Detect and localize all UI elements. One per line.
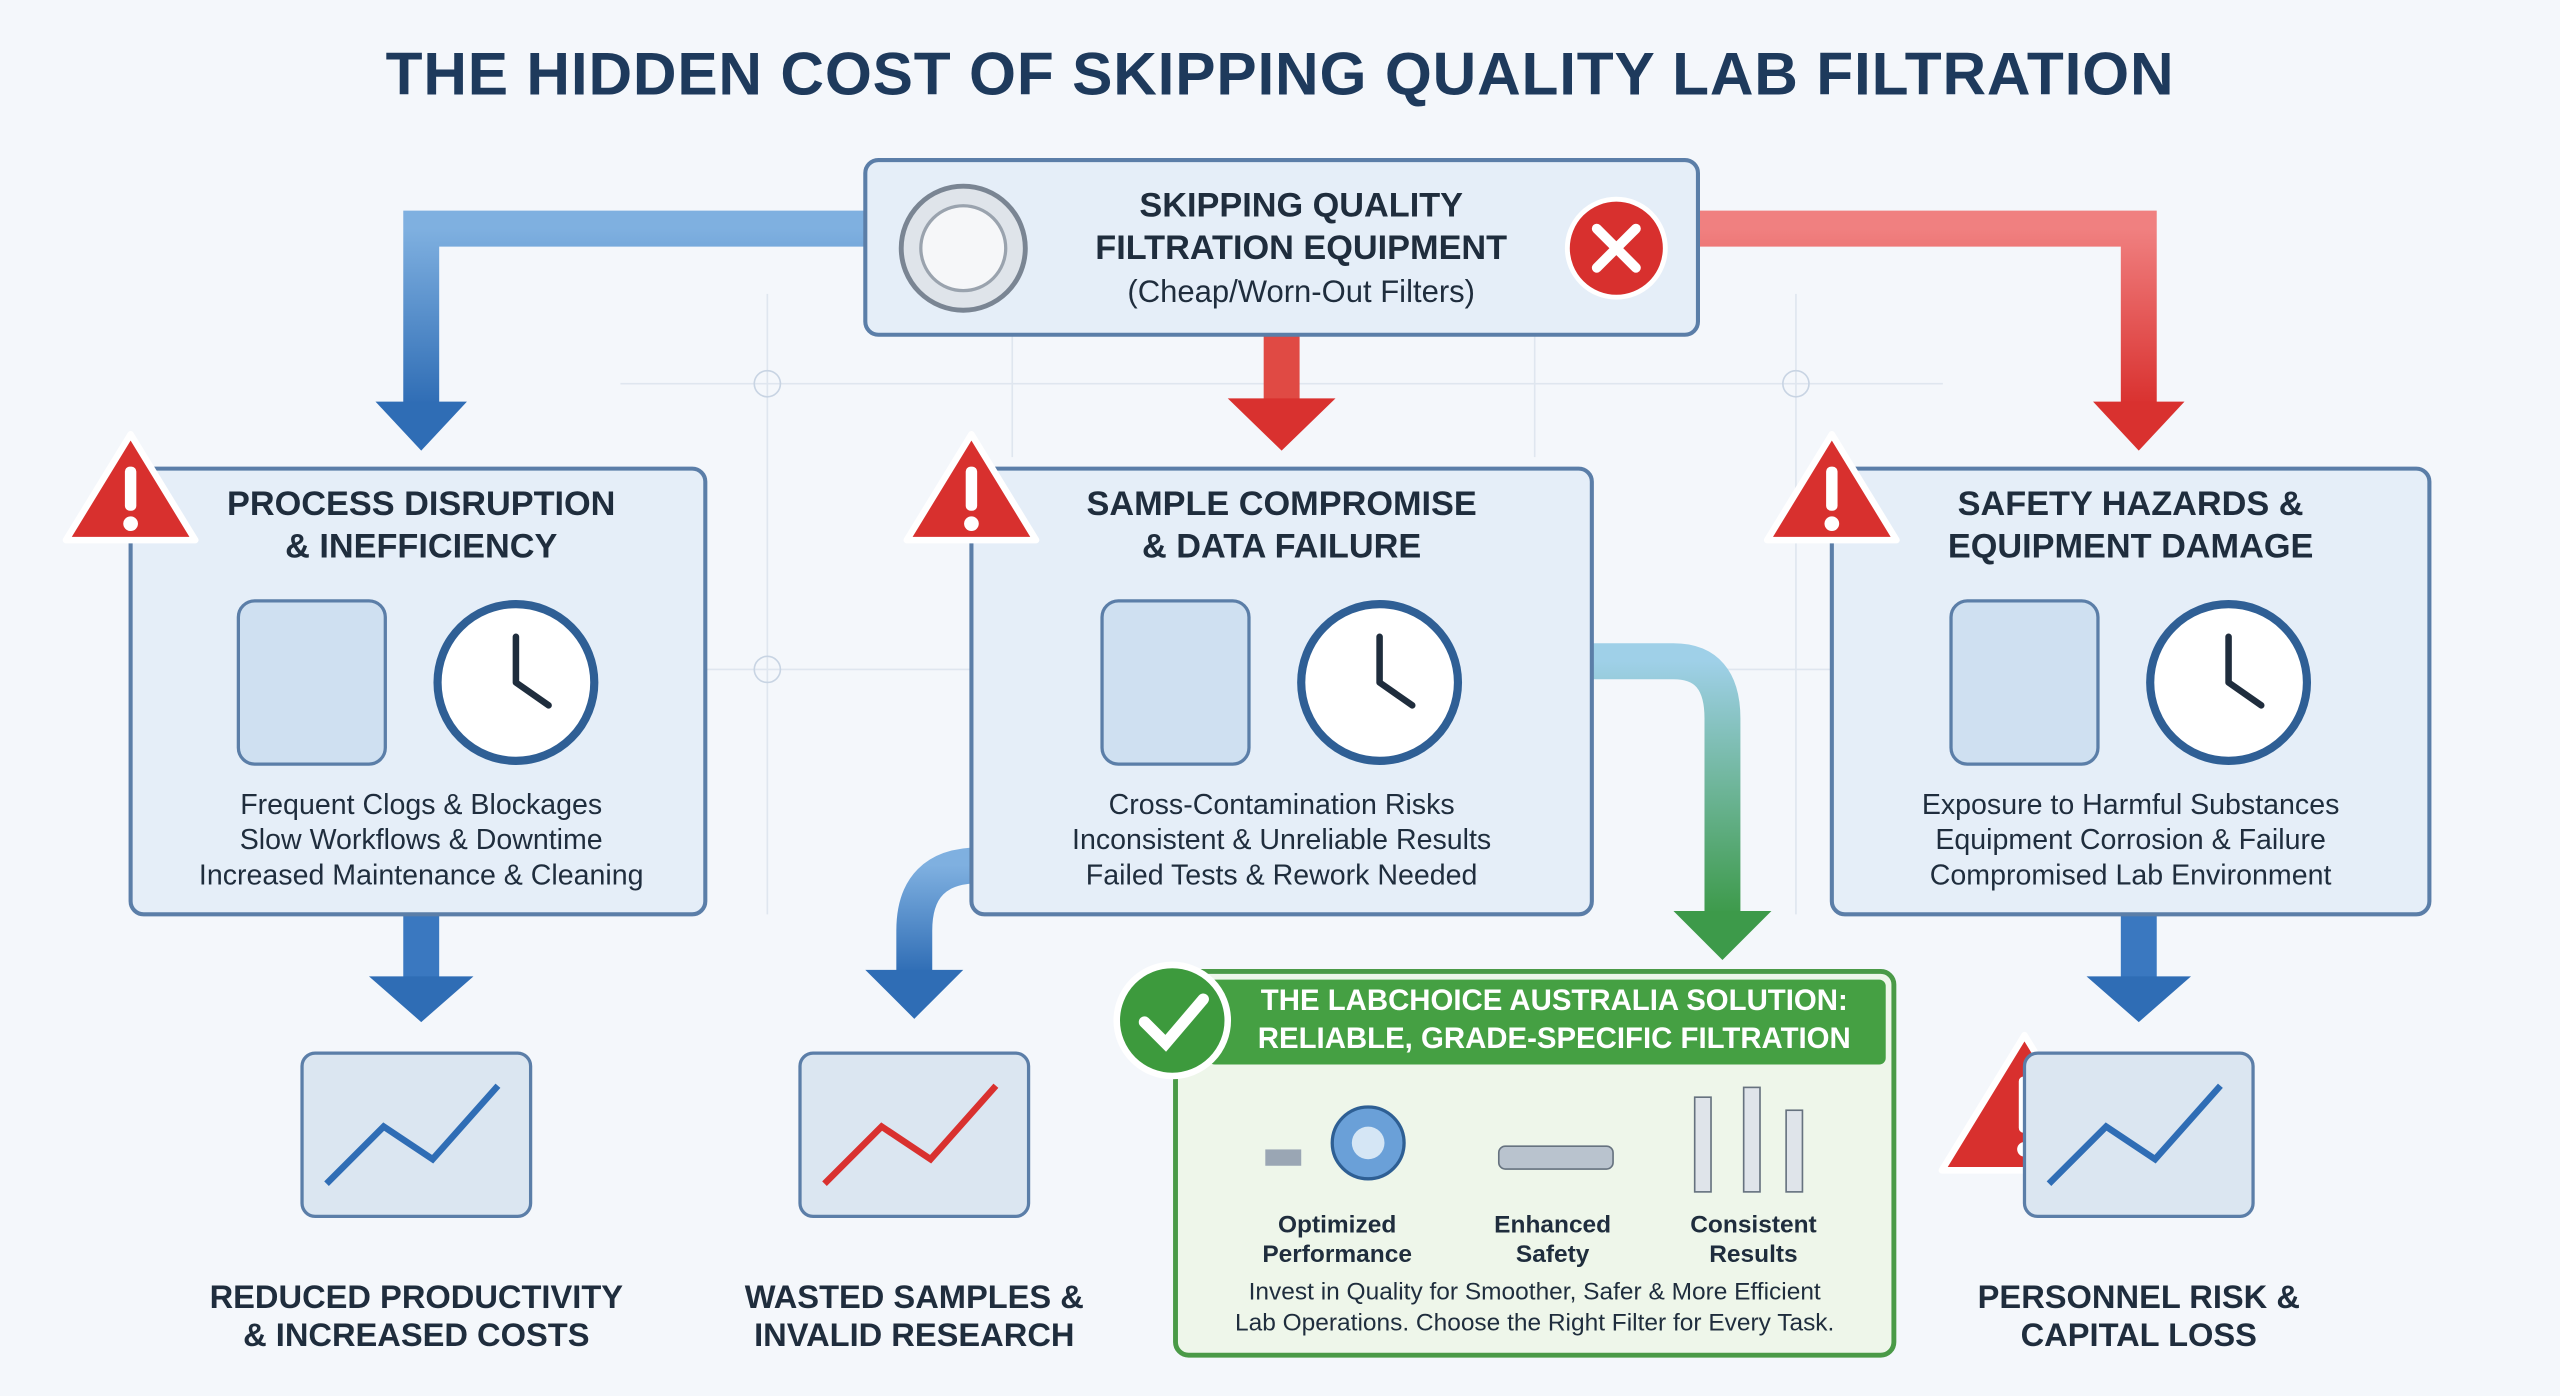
arrow-head [2093, 401, 2185, 451]
arrow-right [1694, 210, 2157, 405]
warning-dot [1824, 516, 1840, 532]
syringe [1785, 1109, 1804, 1193]
arrow-down [403, 914, 440, 980]
impact-item: Inconsistent & Unreliable Results [1072, 824, 1491, 856]
outcome-illustration [798, 1051, 1031, 1218]
outcome-illustration [300, 1051, 533, 1218]
solution-title: THE LABCHOICE AUSTRALIA SOLUTION: [1261, 984, 1848, 1017]
impact-title: EQUIPMENT DAMAGE [1948, 528, 2314, 566]
outcome-label: PERSONNEL RISK & [1978, 1278, 2300, 1315]
impact-item: Failed Tests & Rework Needed [1086, 859, 1478, 891]
arrow-down [2120, 914, 2157, 980]
impact-box [969, 466, 1594, 917]
impact-title: SAFETY HAZARDS & [1958, 485, 2304, 523]
source-line: FILTRATION EQUIPMENT [1095, 229, 1507, 267]
warning-bar [1826, 466, 1838, 511]
impact-title: & DATA FAILURE [1142, 528, 1421, 566]
outcome-label: REDUCED PRODUCTIVITY [210, 1278, 624, 1315]
impact-item: Equipment Corrosion & Failure [1935, 824, 2326, 856]
title: THE HIDDEN COST OF SKIPPING QUALITY LAB … [386, 39, 2175, 107]
syringe-filter-core [1351, 1126, 1385, 1160]
impact-box [128, 466, 708, 917]
warning-bar [124, 466, 137, 511]
impact-illustration-detail [2225, 633, 2265, 709]
filter-part [1265, 1149, 1302, 1166]
impact-illustration-detail [512, 633, 552, 709]
arrow-head [368, 976, 474, 1023]
luer-fitting [1497, 1145, 1614, 1170]
warning-dot [123, 516, 138, 532]
impact-item: Exposure to Harmful Substances [1922, 789, 2340, 821]
impact-illustration-detail [1376, 633, 1416, 709]
solution-title: RELIABLE, GRADE-SPECIFIC FILTRATION [1258, 1022, 1851, 1055]
impact-item: Compromised Lab Environment [1930, 859, 2332, 891]
solution-message: Invest in Quality for Smoother, Safer & … [1249, 1279, 1821, 1306]
impact-item: Frequent Clogs & Blockages [240, 789, 602, 821]
outcome-label: INVALID RESEARCH [754, 1316, 1074, 1353]
outcome-label: & INCREASED COSTS [243, 1316, 589, 1353]
outcome-label: CAPITAL LOSS [2021, 1316, 2257, 1353]
syringe [1742, 1086, 1761, 1193]
arrow-head [1227, 398, 1336, 451]
impact-item: Slow Workflows & Downtime [240, 824, 603, 856]
arrow-green [1591, 643, 1741, 915]
outcome-illustration-detail [2046, 1083, 2223, 1187]
feature-label: Optimized [1278, 1212, 1396, 1239]
impact-item: Increased Maintenance & Cleaning [199, 859, 644, 891]
feature-label: Safety [1516, 1241, 1590, 1268]
check-mark [1138, 993, 1209, 1052]
arrow-center [1263, 334, 1300, 401]
arrow-head [2086, 976, 2192, 1023]
impact-group: PROCESS DISRUPTION & INEFFICIENCY Frequent… [62, 431, 2432, 1353]
impact-title: & INEFFICIENCY [285, 528, 557, 566]
solution-message: Lab Operations. Choose the Right Filter … [1235, 1310, 1834, 1337]
impact-title: SAMPLE COMPROMISE [1086, 485, 1476, 523]
source-line: SKIPPING QUALITY [1139, 186, 1463, 224]
feature-icon [1265, 1086, 1804, 1193]
outcome-label: WASTED SAMPLES & [745, 1278, 1084, 1315]
arrow-head [375, 401, 467, 451]
warning-dot [964, 516, 979, 532]
feature-label: Performance [1262, 1241, 1412, 1268]
error-cross [1591, 223, 1641, 273]
arrow-curve [896, 847, 981, 974]
impact-box [1829, 466, 2432, 917]
feature-label: Enhanced [1494, 1212, 1611, 1239]
outcome-illustration-detail [324, 1083, 501, 1187]
outcome-illustration [2022, 1051, 2255, 1218]
arrow-left [403, 210, 869, 405]
source-box [863, 157, 1700, 337]
syringe [1693, 1096, 1712, 1193]
outcome-illustration-detail [822, 1083, 999, 1187]
warning-bar [965, 466, 978, 511]
arrow-head [1673, 911, 1772, 961]
impact-title: PROCESS DISRUPTION [227, 485, 615, 523]
source-note: (Cheap/Worn-Out Filters) [1127, 274, 1475, 309]
check-icon [1113, 961, 1232, 1080]
impact-illustration [1100, 599, 1251, 766]
impact-illustration [1949, 599, 2100, 766]
feature-label: Consistent [1690, 1212, 1816, 1239]
filter-icon-inner [919, 204, 1008, 293]
solution-header [1208, 979, 1886, 1065]
feature-label: Results [1709, 1241, 1797, 1268]
impact-illustration [236, 599, 387, 766]
arrow-head [865, 969, 964, 1019]
impact-item: Cross-Contamination Risks [1109, 789, 1455, 821]
